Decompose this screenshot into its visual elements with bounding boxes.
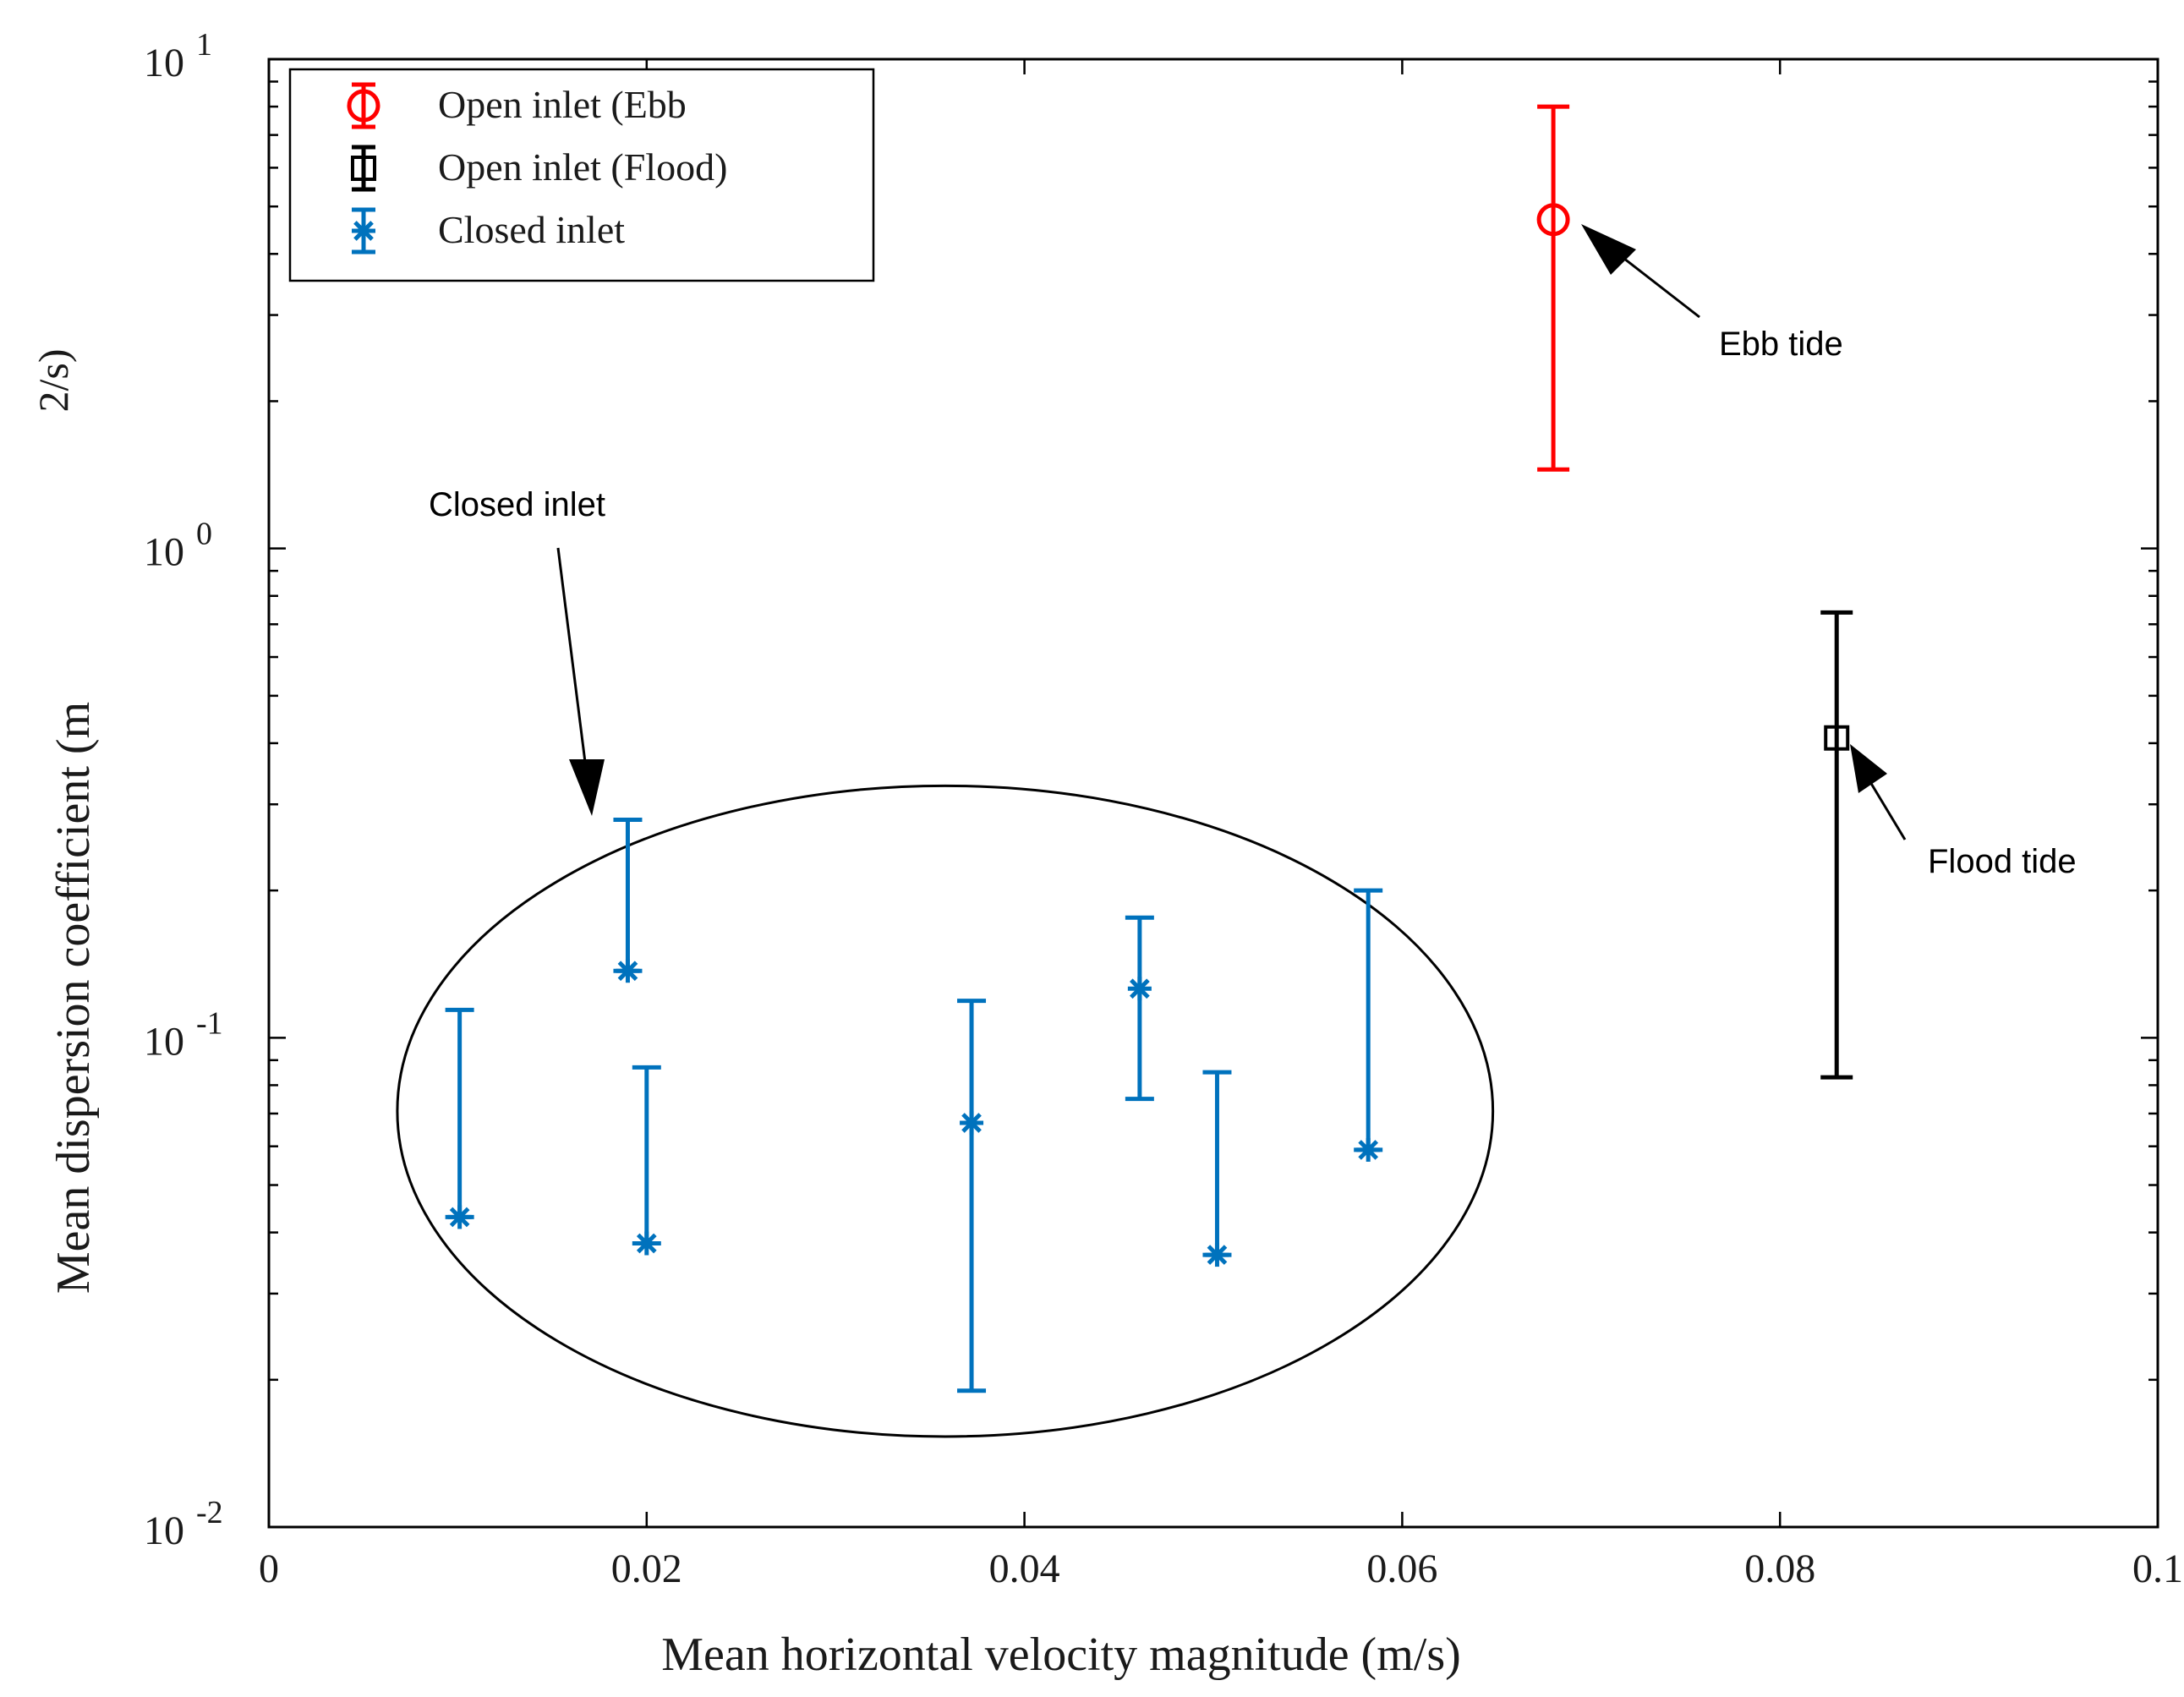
- legend-marker-1: [351, 156, 376, 181]
- y-tick-label-3: 10: [144, 41, 184, 85]
- ebb-tide-arrowhead: [1581, 224, 1636, 275]
- x-tick-label-1: 0.02: [611, 1546, 682, 1591]
- x-tick-label-0: 0: [259, 1546, 279, 1591]
- data-point-1-0: [1824, 725, 1850, 751]
- data-point-2-1: [616, 959, 640, 983]
- x-tick-label-4: 0.08: [1744, 1546, 1815, 1591]
- legend-marker-0: [347, 89, 380, 123]
- legend-label-1: Open inlet (Flood): [438, 145, 727, 189]
- annotation-ebb: Ebb tide: [1581, 224, 1843, 363]
- annotation-flood: Flood tide: [1850, 744, 2077, 880]
- y-tick-label-2: 10: [144, 530, 184, 575]
- x-tick-labels: 0 0.02 0.04 0.06 0.08 0.1: [259, 1546, 2183, 1591]
- y-axis-label-fragment: 2/s): [30, 349, 77, 413]
- closed-inlet-label: Closed inlet: [429, 486, 605, 523]
- axis-ticks: [267, 57, 2159, 1529]
- data-point-2-0: [447, 1205, 472, 1229]
- data-point-0-0: [1536, 203, 1570, 237]
- x-tick-label-2: 0.04: [989, 1546, 1060, 1591]
- legend-item-1: Open inlet (Flood): [351, 145, 727, 192]
- x-axis-label: Mean horizontal velocity magnitude (m/s): [661, 1629, 1461, 1681]
- legend-item-2: Closed inlet: [352, 207, 625, 255]
- y-tick-exponent-0: -2: [196, 1495, 223, 1530]
- data-point-2-5: [1205, 1243, 1229, 1267]
- annotation-closed: Closed inlet: [429, 486, 605, 816]
- series-2: [445, 817, 1383, 1393]
- legend-marker-2: [352, 219, 375, 243]
- closed-inlet-ellipse: [396, 784, 1495, 1438]
- series-0: [1536, 104, 1570, 472]
- data-point-2-2: [634, 1231, 659, 1256]
- flood-tide-label: Flood tide: [1928, 843, 2077, 880]
- data-point-2-4: [1127, 977, 1152, 1001]
- y-tick-label-0: 10: [144, 1508, 184, 1553]
- y-tick-label-1: 10: [144, 1019, 184, 1064]
- y-tick-labels: 10 -2 10 -1 10 0 10 1: [144, 27, 223, 1553]
- x-tick-label-3: 0.06: [1366, 1546, 1437, 1591]
- closed-inlet-arrow: [556, 547, 589, 783]
- y-tick-exponent-3: 1: [196, 27, 212, 63]
- series-1: [1820, 610, 1853, 1080]
- legend-item-0: Open inlet (Ebb: [347, 82, 687, 129]
- legend-label-2: Closed inlet: [438, 208, 625, 251]
- ebb-tide-label: Ebb tide: [1719, 326, 1843, 363]
- data-point-2-6: [1356, 1137, 1381, 1162]
- legend-label-0: Open inlet (Ebb: [438, 83, 687, 126]
- y-tick-exponent-2: 0: [196, 517, 212, 552]
- legend-box: [288, 68, 875, 282]
- y-axis-label: Mean dispersion coefficient (m: [47, 702, 100, 1294]
- legend: Open inlet (Ebb Open inlet (Flood) Closed …: [288, 68, 875, 282]
- closed-inlet-arrowhead: [569, 759, 605, 816]
- y-tick-exponent-1: -1: [196, 1005, 223, 1041]
- x-tick-label-5: 0.1: [2132, 1546, 2183, 1591]
- data-series: [445, 104, 1853, 1393]
- data-point-2-3: [960, 1110, 984, 1135]
- flood-tide-arrowhead: [1850, 744, 1887, 793]
